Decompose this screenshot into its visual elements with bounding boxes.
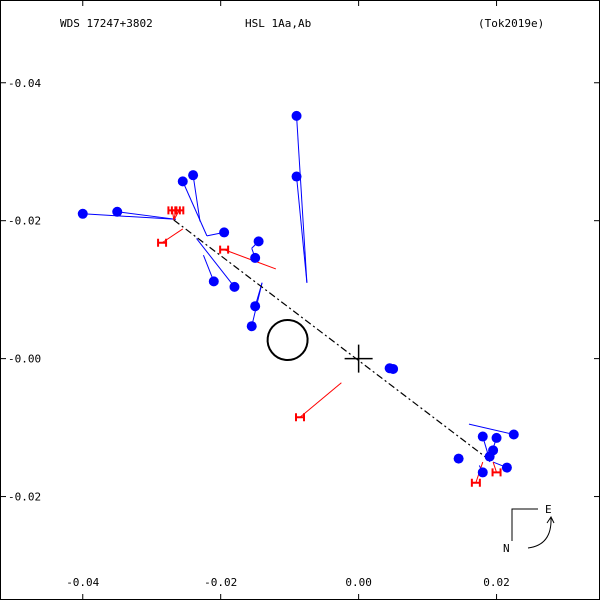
y-tick-label-1: -0.02 [8,215,41,228]
blue-residual-11 [296,115,308,283]
blue-point-16 [508,429,519,440]
blue-point-11 [291,110,302,121]
blue-point-19 [484,451,495,462]
red-residual-2 [173,210,180,221]
blue-residual-0 [82,213,176,220]
x-tick-label-1: -0.02 [204,576,237,589]
red-point-5 [295,413,305,422]
blue-point-4 [219,227,230,238]
red-point-4 [219,245,230,254]
blue-residual-2 [192,175,201,222]
blue-point-10 [246,321,257,332]
compass: E N [503,503,555,555]
red-point-6 [470,478,481,487]
red-residual-7 [492,461,498,473]
line-of-nodes [173,219,491,462]
orbit-ellipse [266,319,309,361]
red-residual-5 [299,382,342,418]
y-tick-label-2: -0.00 [8,353,41,366]
blue-point-14 [384,363,395,374]
red-point-3 [157,238,168,247]
blue-residual-12 [296,176,308,283]
blue-point-6 [250,252,261,263]
blue-point-3 [177,176,188,187]
blue-residual-1 [117,211,176,220]
red-point-2 [174,206,185,215]
blue-point-22 [501,462,512,473]
compass-arrow-arc [527,517,552,549]
blue-point-20 [453,453,464,464]
compass-north-label: N [503,542,510,555]
header-right: (Tok2019e) [478,17,544,30]
compass-east-label: E [545,503,552,516]
x-tick-label-2: 0.00 [345,576,372,589]
compass-axes [511,508,538,541]
blue-point-15 [477,431,488,442]
blue-residual-8 [196,238,235,288]
header-center: HSL 1Aa,Ab [245,17,311,30]
blue-point-2 [188,170,199,181]
blue-point-1 [112,206,123,217]
blue-point-17 [491,432,502,443]
red-point-7 [491,468,502,477]
x-tick-label-0: -0.04 [66,576,99,589]
red-residual-4 [223,249,277,270]
blue-residual-3 [182,181,208,237]
blue-point-12 [291,171,302,182]
header-left: WDS 17247+3802 [60,17,153,30]
blue-point-7 [208,276,219,287]
y-tick-label-3: -0.02 [8,491,41,504]
blue-residual-16 [468,423,514,435]
blue-point-8 [229,281,240,292]
data-points [77,110,519,487]
x-tick-label-3: 0.02 [483,576,510,589]
compass-arrow-head [546,516,555,524]
blue-point-9 [250,301,261,312]
blue-point-0 [77,208,88,219]
blue-point-21 [477,467,488,478]
residual-lines [82,115,514,483]
blue-point-5 [253,236,264,247]
orbit-layer [173,219,491,462]
y-tick-label-0: -0.04 [8,77,41,90]
